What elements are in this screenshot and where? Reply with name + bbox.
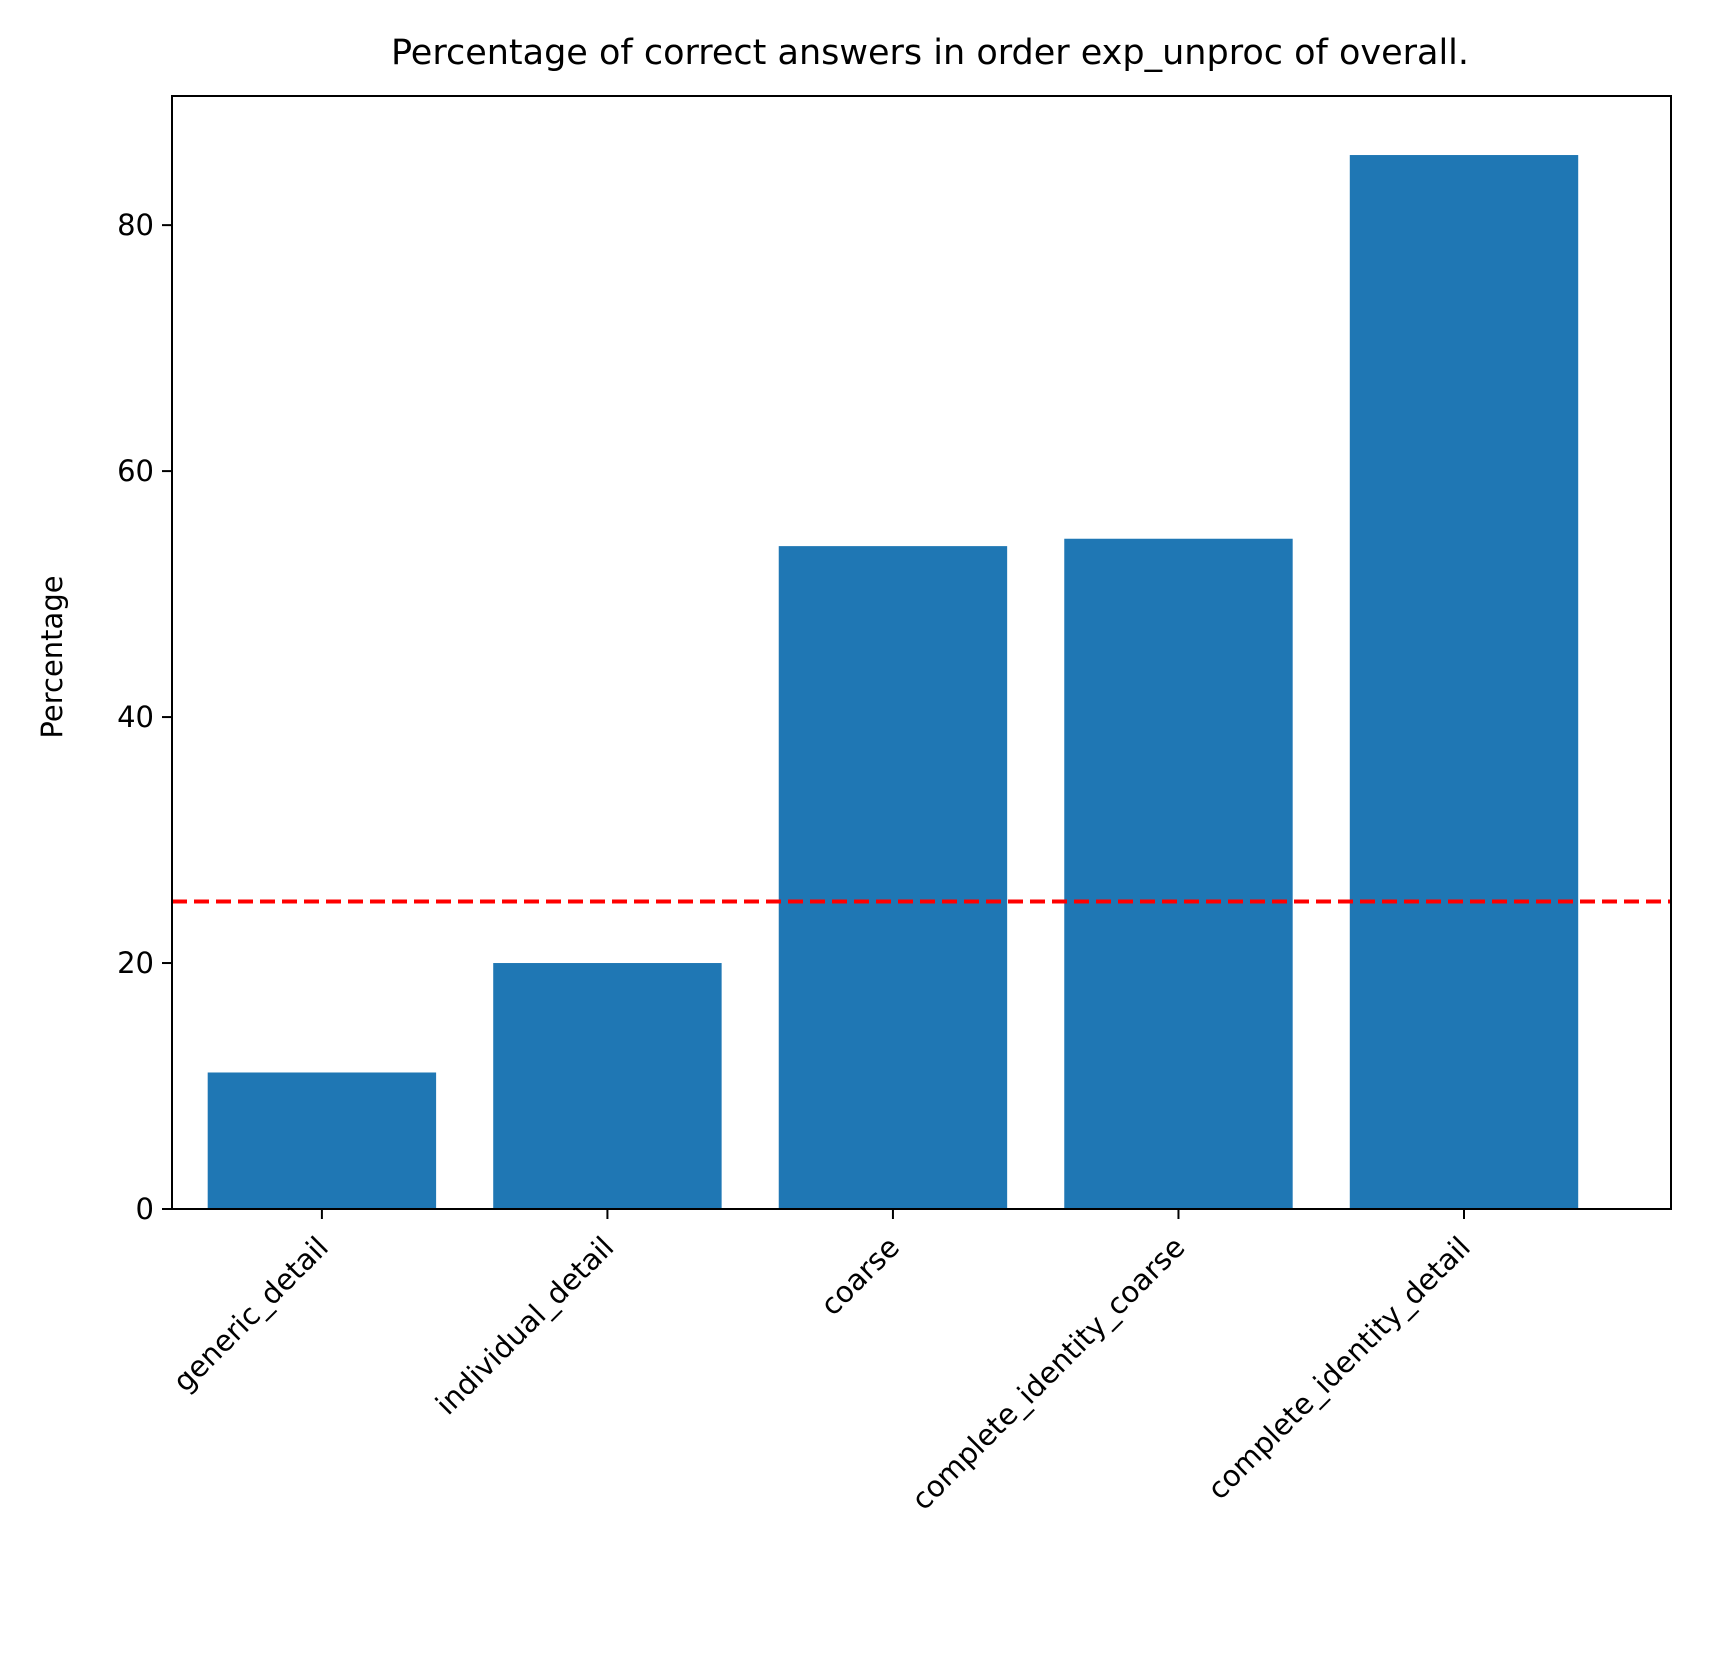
x-tick-label: generic_detail	[166, 1230, 335, 1399]
bar-coarse	[778, 546, 1008, 1209]
x-tick-label: complete_identity_coarse	[905, 1230, 1192, 1517]
bar-generic-detail	[207, 1072, 437, 1209]
y-axis-label: Percentage	[35, 575, 69, 738]
x-tick-label: individual_detail	[429, 1230, 620, 1421]
bar-complete-identity-detail	[1349, 155, 1579, 1210]
y-axis: 0 20 40 60 80	[117, 208, 172, 1226]
y-tick-label: 80	[117, 208, 154, 242]
y-tick-label: 60	[117, 454, 154, 488]
plot-frame	[171, 95, 1672, 1210]
bars-group	[207, 155, 1579, 1210]
bar-complete-identity-coarse	[1064, 538, 1293, 1209]
x-axis: generic_detail individual_detail coarsecom…	[166, 1209, 1477, 1517]
y-tick-label: 0	[136, 1192, 154, 1226]
y-tick-label: 40	[117, 700, 154, 734]
x-tick-label: complete_identity_detail	[1201, 1230, 1477, 1506]
y-tick-label: 20	[117, 946, 154, 980]
x-tick-label: coarse	[814, 1230, 906, 1322]
chart-title: Percentage of correct answers in order e…	[391, 33, 1469, 73]
bar-individual-detail	[493, 963, 722, 1209]
